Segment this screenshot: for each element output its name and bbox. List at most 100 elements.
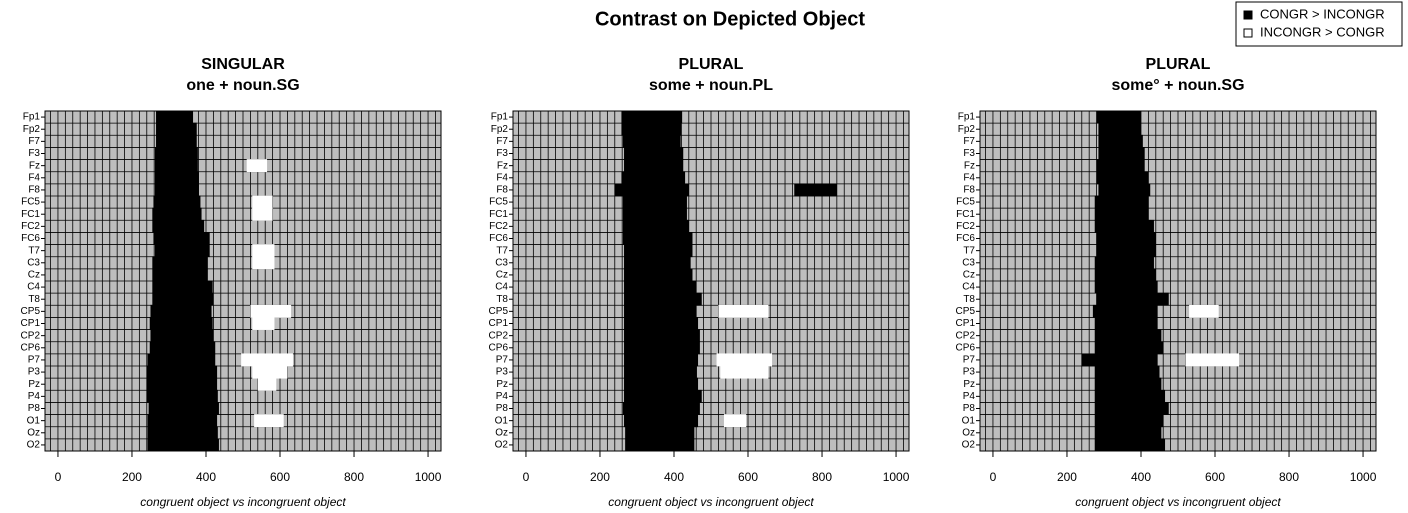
interval: [156, 122, 197, 136]
interval: [1094, 402, 1169, 415]
y-tick-label: O2: [962, 440, 976, 451]
interval: [252, 207, 273, 221]
y-tick-label: C3: [27, 257, 40, 268]
x-tick-label: 200: [590, 470, 610, 484]
panel-subtitle: some° + noun.SG: [1111, 77, 1244, 94]
y-tick-label: O2: [495, 440, 509, 451]
interval: [614, 183, 689, 197]
y-tick-label: O2: [27, 440, 41, 451]
interval: [254, 414, 284, 428]
y-tick-label: P4: [963, 391, 976, 402]
interval: [154, 159, 198, 173]
plot-frame: [979, 110, 1377, 452]
x-tick-label: 800: [344, 470, 364, 484]
interval: [718, 304, 769, 318]
plot-frame: [44, 110, 442, 452]
interval: [1094, 377, 1162, 391]
x-tick-label: 400: [664, 470, 684, 484]
y-tick-label: Cz: [28, 270, 40, 281]
legend-swatch: [1243, 10, 1253, 20]
interval: [1081, 353, 1158, 367]
interval: [1094, 195, 1149, 209]
x-tick-label: 1000: [1350, 470, 1377, 484]
y-tick-label: T8: [28, 294, 40, 305]
y-tick-label: Fp2: [491, 124, 509, 135]
y-tick-label: C4: [27, 282, 40, 293]
y-tick-label: T7: [28, 245, 40, 256]
interval: [156, 134, 197, 148]
interval: [1094, 426, 1162, 440]
interval: [624, 341, 700, 355]
interval: [152, 280, 213, 294]
y-tick-label: T7: [963, 245, 975, 256]
y-tick-label: Pz: [963, 379, 975, 390]
x-tick-label: 0: [55, 470, 62, 484]
interval: [1094, 207, 1149, 221]
interval: [624, 317, 699, 330]
y-tick-label: FC6: [21, 233, 40, 244]
interval: [152, 219, 205, 233]
legend-label: CONGR > INCONGR: [1260, 6, 1385, 21]
interval: [152, 268, 208, 282]
interval: [1098, 183, 1151, 197]
interval: [1094, 341, 1164, 355]
x-tick-label: 600: [270, 470, 290, 484]
interval: [1096, 232, 1156, 245]
y-tick-label: Fp2: [23, 124, 41, 135]
interval: [1094, 268, 1156, 282]
interval: [152, 256, 208, 270]
y-tick-label: F8: [496, 185, 508, 196]
interval: [621, 171, 686, 185]
interval: [147, 414, 218, 428]
interval: [147, 353, 216, 367]
interval: [147, 438, 219, 452]
y-tick-label: FC6: [489, 233, 508, 244]
y-tick-label: FC5: [21, 197, 40, 208]
interval: [1096, 110, 1141, 124]
interval: [1094, 280, 1158, 294]
legend-swatch: [1243, 28, 1253, 38]
interval: [153, 195, 201, 209]
interval: [625, 426, 695, 440]
interval: [621, 110, 683, 124]
y-tick-label: Fz: [29, 160, 40, 171]
panel-title: PLURAL: [679, 56, 744, 73]
interval: [720, 365, 769, 379]
y-tick-label: C3: [962, 257, 975, 268]
y-tick-label: Fp1: [958, 112, 976, 123]
interval: [622, 207, 687, 221]
interval: [1096, 159, 1145, 173]
x-tick-label: 200: [122, 470, 142, 484]
y-tick-label: Fp2: [958, 124, 976, 135]
interval: [624, 414, 699, 428]
y-tick-label: CP5: [956, 306, 976, 317]
interval: [624, 353, 699, 367]
interval: [624, 329, 700, 343]
x-tick-label: 0: [523, 470, 530, 484]
y-tick-label: FC1: [489, 209, 508, 220]
interval: [146, 389, 218, 403]
y-tick-label: F3: [496, 148, 508, 159]
y-tick-label: P8: [963, 403, 976, 414]
interval: [252, 195, 273, 209]
interval: [622, 219, 689, 233]
interval: [1094, 317, 1158, 330]
interval: [154, 147, 198, 160]
y-tick-label: F7: [28, 136, 40, 147]
y-tick-label: P3: [963, 367, 976, 378]
interval: [1189, 304, 1219, 318]
panel-subtitle: some + noun.PL: [649, 77, 773, 94]
interval: [241, 353, 293, 367]
y-tick-label: FC2: [956, 221, 975, 232]
y-tick-label: Oz: [962, 427, 975, 438]
x-tick-label: 400: [1131, 470, 1151, 484]
y-tick-label: FC6: [956, 233, 975, 244]
x-tick-label: 1000: [415, 470, 442, 484]
interval: [1096, 292, 1169, 306]
y-tick-label: F8: [28, 185, 40, 196]
interval: [154, 244, 210, 258]
interval: [624, 159, 684, 173]
x-tick-label: 800: [1279, 470, 1299, 484]
y-tick-label: CP6: [21, 342, 41, 353]
